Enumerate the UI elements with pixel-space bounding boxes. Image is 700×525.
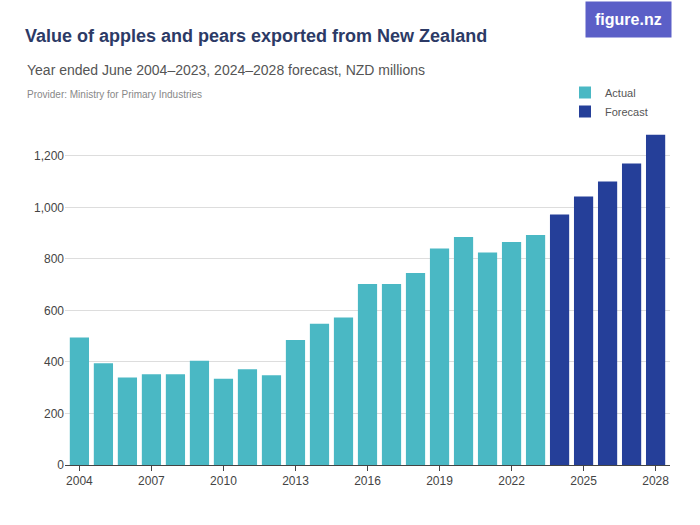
svg-text:Value of apples and pears expo: Value of apples and pears exported from …: [25, 26, 487, 46]
svg-text:Forecast: Forecast: [605, 106, 648, 118]
svg-text:1,200: 1,200: [34, 149, 64, 163]
svg-text:2016: 2016: [354, 474, 381, 488]
svg-text:2022: 2022: [498, 474, 525, 488]
svg-text:Provider: Ministry for Primary: Provider: Ministry for Primary Industrie…: [27, 89, 202, 100]
svg-text:2007: 2007: [138, 474, 165, 488]
svg-text:0: 0: [57, 458, 64, 472]
svg-text:1,000: 1,000: [34, 201, 64, 215]
svg-text:800: 800: [44, 252, 64, 266]
svg-text:Year ended June 2004–2023, 202: Year ended June 2004–2023, 2024–2028 for…: [27, 62, 425, 78]
svg-text:2004: 2004: [66, 474, 93, 488]
svg-text:2025: 2025: [570, 474, 597, 488]
svg-text:Actual: Actual: [605, 87, 636, 99]
svg-text:figure.nz: figure.nz: [595, 11, 662, 28]
svg-text:600: 600: [44, 304, 64, 318]
svg-text:2028: 2028: [642, 474, 669, 488]
svg-text:2010: 2010: [210, 474, 237, 488]
svg-text:2019: 2019: [426, 474, 453, 488]
svg-text:2013: 2013: [282, 474, 309, 488]
svg-text:200: 200: [44, 407, 64, 421]
svg-text:400: 400: [44, 355, 64, 369]
